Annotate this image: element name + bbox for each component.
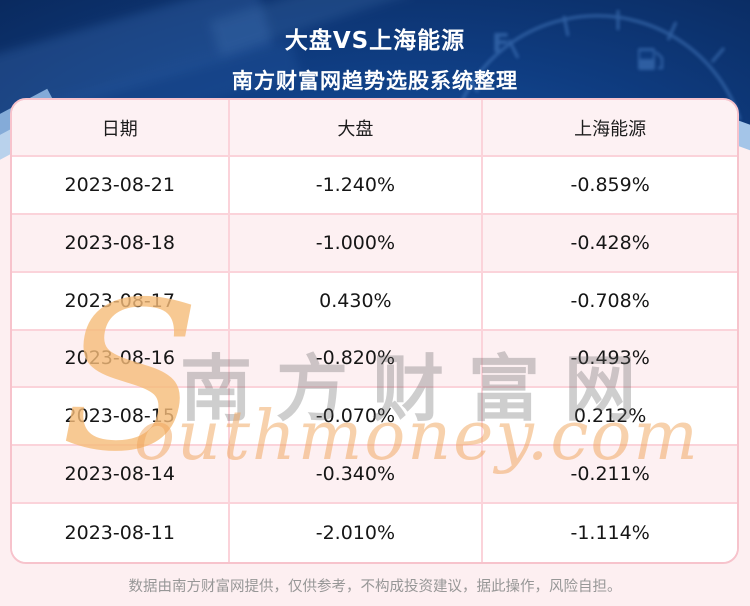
date-cell: 2023-08-15: [12, 388, 230, 447]
date-cell: 2023-08-11: [12, 504, 230, 562]
dapan-cell: -0.070%: [229, 388, 484, 447]
dapan-cell: 0.430%: [229, 272, 484, 331]
dapan-cell: -2.010%: [229, 504, 484, 562]
fuel-gauge-icon: F: [450, 10, 742, 129]
dapan-cell: -0.340%: [229, 446, 484, 505]
column-header-dapan: 大盘: [229, 100, 484, 157]
shny-cell: -0.428%: [483, 214, 737, 273]
date-cell: 2023-08-18: [12, 214, 230, 273]
date-cell: 2023-08-21: [12, 157, 230, 215]
date-cell: 2023-08-16: [12, 330, 230, 389]
shny-cell: -1.114%: [483, 504, 737, 562]
shny-cell: 0.212%: [483, 388, 737, 447]
dapan-cell: -0.820%: [229, 330, 484, 389]
column-header-shny: 上海能源: [483, 100, 737, 157]
date-cell: 2023-08-14: [12, 446, 230, 505]
dapan-cell: -1.000%: [229, 214, 484, 273]
svg-text:F: F: [492, 29, 510, 59]
footer-disclaimer: 数据由南方财富网提供，仅供参考，不构成投资建议，据此操作，风险自担。: [128, 578, 622, 595]
data-table-card: 日期 大盘 上海能源 2023-08-21 -1.240% -0.859% 20…: [10, 98, 739, 564]
data-table: 日期 大盘 上海能源 2023-08-21 -1.240% -0.859% 20…: [12, 100, 737, 562]
page-title: 大盘VS上海能源: [284, 28, 466, 54]
page-subtitle: 南方财富网趋势选股系统整理: [232, 69, 518, 93]
hero-text-block: 大盘VS上海能源 南方财富网趋势选股系统整理: [0, 21, 750, 95]
shny-cell: -0.493%: [483, 330, 737, 389]
column-header-date: 日期: [12, 100, 230, 157]
dapan-cell: -1.240%: [229, 157, 484, 215]
shny-cell: -0.211%: [483, 446, 737, 505]
shny-cell: -0.708%: [483, 272, 737, 331]
date-cell: 2023-08-17: [12, 272, 230, 331]
shny-cell: -0.859%: [483, 157, 737, 215]
